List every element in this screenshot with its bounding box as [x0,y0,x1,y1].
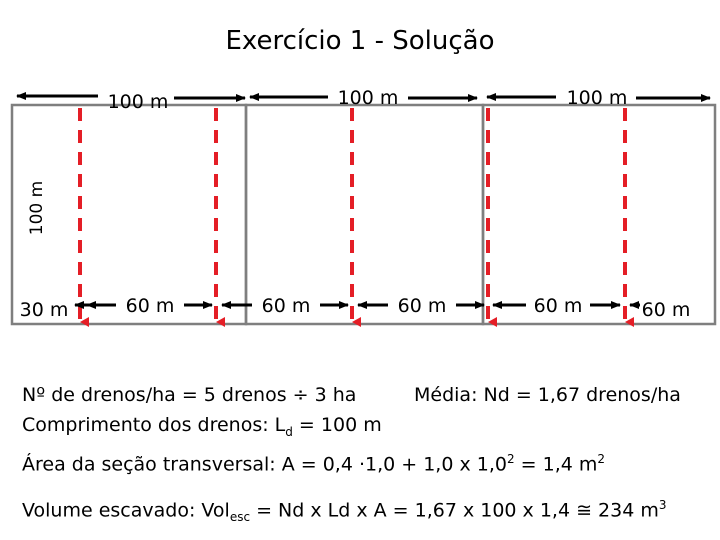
bottom-label-3: 60 m [262,295,311,317]
drain-length-suffix: = 100 m [292,414,382,436]
volume-suffix: = Nd x Ld x A = 1,67 x 100 x 1,4 ≅ 234 m [250,499,659,522]
field-plot-3 [481,103,717,326]
area-superscript: 2 [506,452,515,466]
area-prefix: Área da seção transversal: A = 0,4 ·1,0 … [22,453,507,476]
bottom-label-2: 60 m [126,295,175,317]
drains-per-ha-note: Nº de drenos/ha = 5 drenos ÷ 3 ha [22,384,357,406]
top-label-1: 100 m [108,91,169,113]
drain-length-subscript: d [285,424,293,439]
volume-prefix: Volume escavado: Vol [22,499,230,522]
drain-length-prefix: Comprimento dos drenos: L [22,414,286,436]
top-label-3: 100 m [567,87,628,109]
average-note: Média: Nd = 1,67 drenos/ha [414,384,681,406]
volume-superscript: 3 [658,498,667,512]
area-unit-superscript: 2 [597,452,606,466]
cross-section-area-note: Área da seção transversal: A = 0,4 ·1,0 … [22,452,605,475]
bottom-label-1: 30 m [20,299,69,321]
field-plot-1 [10,103,248,326]
area-middle: = 1,4 m [514,453,598,476]
top-label-2: 100 m [338,87,399,109]
top-dimension-arrows [16,92,711,102]
field-plot-2 [244,103,485,326]
slide-title: Exercício 1 - Solução [225,26,495,56]
bottom-label-6: 60 m [642,299,691,321]
drain-length-note: Comprimento dos drenos: Ld = 100 m [22,414,382,439]
drains [78,108,634,327]
side-label: 100 m [27,181,47,235]
field-plots [10,103,717,326]
excavated-volume-note: Volume escavado: Volesc = Nd x Ld x A = … [22,498,667,524]
bottom-label-4: 60 m [398,295,447,317]
volume-subscript: esc [229,510,251,525]
bottom-label-5: 60 m [534,295,583,317]
